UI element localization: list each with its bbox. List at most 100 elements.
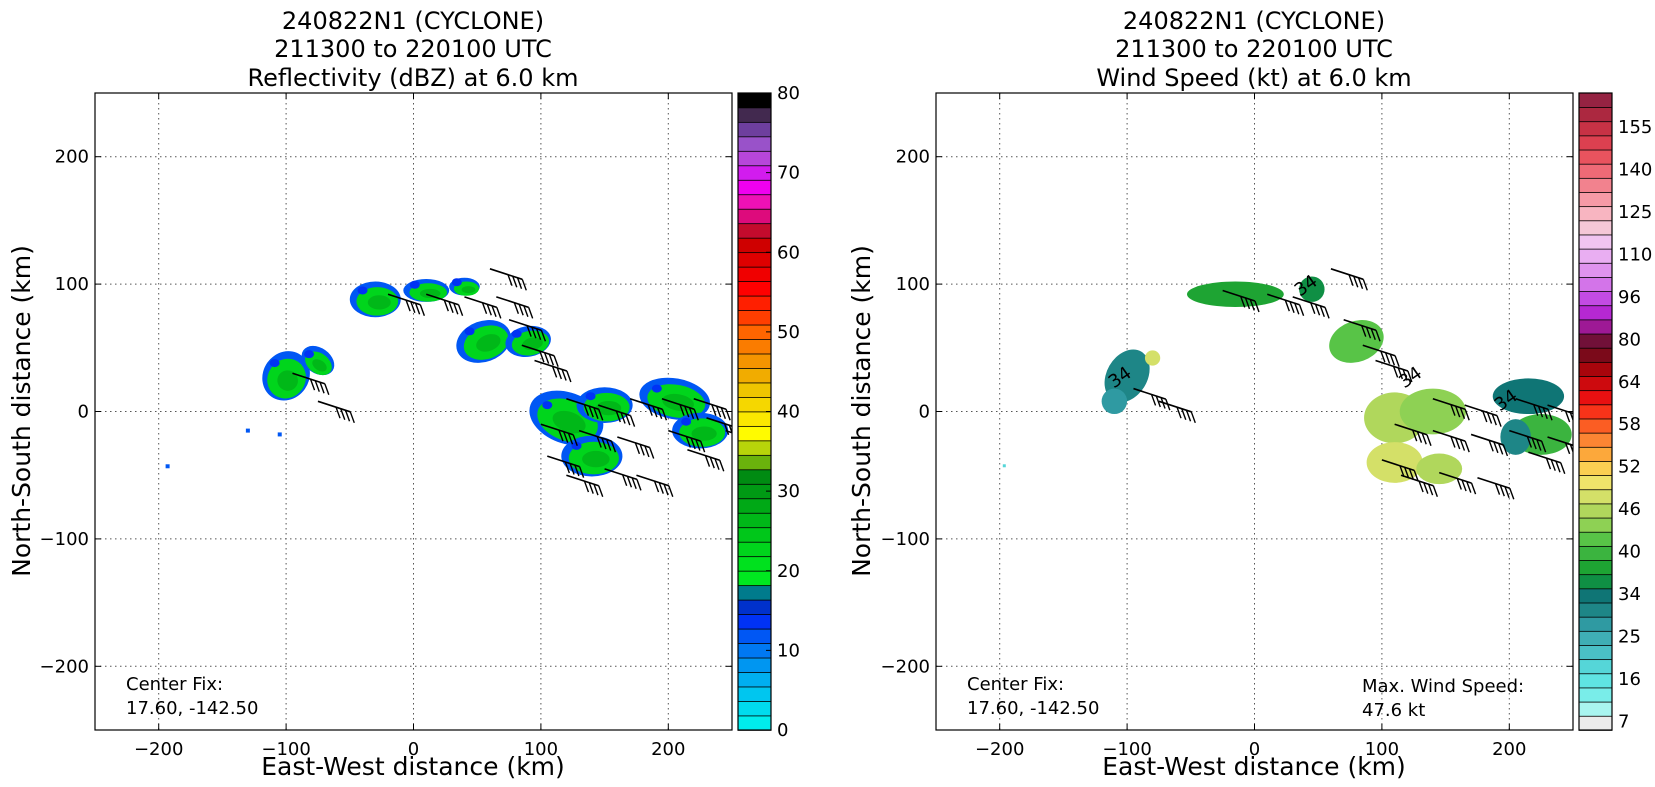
barb-staff bbox=[1528, 451, 1561, 464]
wind-barb bbox=[661, 397, 699, 421]
y-tick-label: −200 bbox=[40, 656, 89, 677]
barb-feather bbox=[658, 482, 664, 494]
echo-edge bbox=[451, 278, 462, 287]
barb-feather bbox=[531, 326, 537, 339]
colorbar-tick-labels: 7 16 25 34 40 46 52 58 64 80 96 110 125 140 155 bbox=[1618, 117, 1652, 733]
colorbar-segment bbox=[737, 425, 772, 442]
barb-feather bbox=[1365, 326, 1372, 339]
barb-staff bbox=[1381, 459, 1415, 472]
barb-feather bbox=[690, 437, 696, 450]
barb-staff bbox=[1394, 423, 1428, 436]
colorbar-segment bbox=[737, 628, 772, 644]
barb-staff bbox=[464, 296, 498, 309]
wind-barb bbox=[725, 429, 732, 434]
barb-staff bbox=[1343, 319, 1377, 332]
wind-barb bbox=[496, 296, 534, 319]
barb-feather bbox=[1421, 432, 1427, 445]
barb-feather bbox=[693, 409, 699, 421]
barb-feather bbox=[1427, 483, 1434, 496]
x-tick-label: 200 bbox=[1492, 739, 1526, 760]
wind-barb bbox=[597, 404, 636, 427]
barb-feather bbox=[335, 406, 341, 419]
barb-feather bbox=[1470, 482, 1477, 495]
colorbar-segment bbox=[737, 454, 772, 471]
echo-edge bbox=[269, 359, 280, 368]
barb-feather bbox=[1284, 299, 1290, 312]
barb-feather bbox=[714, 458, 720, 470]
barb-feather bbox=[715, 405, 722, 418]
colorbar-tick-label: 155 bbox=[1618, 117, 1652, 138]
barb-staff bbox=[1438, 471, 1472, 484]
colorbar-segment bbox=[737, 469, 772, 485]
barb-feather bbox=[719, 459, 725, 472]
x-tick-label: −100 bbox=[261, 739, 310, 760]
y-tick-label: 200 bbox=[896, 147, 930, 168]
colorbar-segment bbox=[1578, 687, 1613, 703]
colorbar-segment bbox=[1578, 375, 1613, 392]
barb-staff bbox=[534, 359, 568, 372]
barb-feather bbox=[309, 378, 316, 391]
barb-feather bbox=[340, 408, 346, 420]
barb-feather bbox=[558, 429, 564, 442]
barb-feather bbox=[709, 456, 715, 469]
panel-title-line-3: Reflectivity (dBZ) at 6.0 km bbox=[248, 64, 579, 92]
colorbar-segment bbox=[737, 497, 772, 514]
barb-feather bbox=[1407, 370, 1413, 383]
colorbar-tick-label: 10 bbox=[777, 640, 800, 661]
barb-staff bbox=[1362, 344, 1396, 357]
barb-staff bbox=[1432, 429, 1466, 442]
colorbar-tick-label: 64 bbox=[1618, 372, 1641, 393]
x-tick-label: 0 bbox=[1249, 739, 1260, 760]
colorbar-tick-label: 110 bbox=[1618, 244, 1652, 265]
barb-staff bbox=[661, 397, 695, 411]
wind-barb bbox=[387, 293, 426, 317]
barb-feather bbox=[695, 439, 701, 451]
colorbar-segment bbox=[737, 136, 772, 152]
barb-staff bbox=[1330, 268, 1364, 281]
colorbar-segment bbox=[1578, 545, 1613, 561]
colorbar-segment bbox=[1578, 715, 1613, 731]
colorbar-segment bbox=[1578, 262, 1613, 278]
barb-feather bbox=[620, 412, 626, 424]
barb-feather bbox=[563, 431, 569, 443]
wind-cell bbox=[1500, 419, 1531, 455]
barb-feather bbox=[512, 275, 518, 288]
wind-barb bbox=[668, 429, 706, 453]
barb-feather bbox=[569, 463, 575, 475]
colorbar-tick-labels: 0 10 20 30 40 50 60 70 80 bbox=[766, 83, 800, 741]
colorbar-segment bbox=[1578, 361, 1613, 377]
wind-cell bbox=[1492, 378, 1565, 415]
barb-feather bbox=[1314, 304, 1321, 316]
wind-speed-panel: 240822N1 (CYCLONE) 211300 to 220100 UTC … bbox=[847, 7, 1652, 781]
colorbar-segment bbox=[1578, 149, 1613, 165]
wind-barb bbox=[636, 474, 674, 497]
wind-barb bbox=[1362, 344, 1400, 367]
echo-inner bbox=[367, 295, 391, 310]
echo-inner bbox=[277, 370, 298, 391]
echo-inner bbox=[312, 359, 327, 372]
wind-barb bbox=[489, 268, 527, 291]
barb-staff bbox=[1266, 293, 1300, 306]
y-tick-labels: −200 −100 0 100 200 bbox=[881, 147, 930, 678]
barb-feather bbox=[1375, 330, 1381, 342]
barb-feather bbox=[1324, 307, 1330, 319]
barb-feather bbox=[561, 369, 567, 381]
barb-staff bbox=[597, 404, 631, 417]
wind-barb bbox=[1222, 289, 1260, 313]
colorbar-segment bbox=[737, 613, 772, 630]
wind-cell bbox=[1101, 388, 1128, 415]
barb-feather bbox=[535, 328, 542, 340]
colorbar-segment bbox=[737, 107, 772, 123]
barb-feather bbox=[556, 367, 563, 380]
colorbar-tick-label: 25 bbox=[1618, 627, 1641, 648]
colorbar-segment bbox=[1578, 630, 1613, 646]
barb-feather bbox=[704, 455, 711, 467]
colorbar-tick-label: 7 bbox=[1618, 712, 1629, 733]
colorbar-tick-label: 58 bbox=[1618, 414, 1641, 435]
barb-feather bbox=[649, 447, 655, 459]
colorbar-tick-label: 40 bbox=[777, 402, 800, 423]
colorbar-tick-label: 70 bbox=[777, 163, 800, 184]
barb-feather bbox=[1294, 303, 1300, 315]
barb-feather bbox=[521, 279, 527, 291]
colorbar-tick-label: 125 bbox=[1618, 202, 1652, 223]
